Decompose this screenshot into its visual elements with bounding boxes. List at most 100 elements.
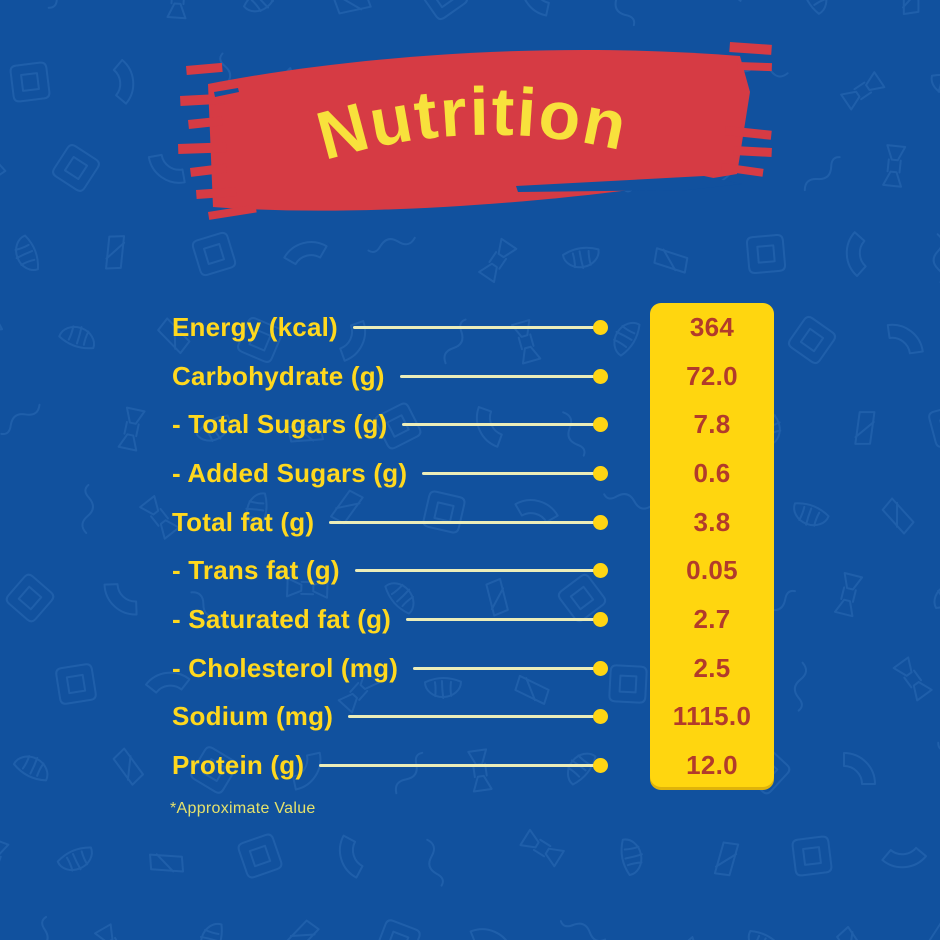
pasta-shape-icon — [242, 0, 276, 13]
pasta-shape-icon — [0, 312, 4, 350]
pasta-shape-icon — [882, 144, 907, 188]
pasta-shape-icon — [928, 404, 940, 448]
nutrient-value: 0.05 — [686, 555, 738, 586]
leader-line — [352, 325, 595, 329]
nutrition-row: Sodium (mg) — [172, 693, 608, 742]
pasta-shape-icon — [47, 0, 84, 9]
leader-dot-icon — [593, 417, 608, 433]
nutrient-value: 7.8 — [693, 409, 731, 440]
pasta-shape-icon — [559, 920, 607, 940]
pasta-shape-icon — [613, 321, 641, 357]
pasta-shape-icon — [845, 231, 867, 278]
footnote: *Approximate Value — [170, 800, 316, 817]
nutrient-label: - Added Sugars (g) — [172, 457, 408, 488]
pasta-shape-icon — [520, 0, 550, 17]
pasta-shape-icon — [338, 834, 364, 879]
leader-line — [399, 374, 595, 378]
pasta-shape-icon — [843, 752, 876, 785]
nutrition-rows: Energy (kcal) Carbohydrate (g) - Total Sug… — [172, 303, 608, 790]
pasta-shape-icon — [519, 828, 565, 868]
pasta-shape-icon — [190, 591, 228, 626]
nutrient-label: Protein (g) — [172, 750, 305, 781]
nutrient-label: Sodium (mg) — [172, 701, 334, 732]
pasta-shape-icon — [337, 669, 380, 714]
pasta-shape-icon — [105, 235, 126, 270]
pasta-shape-icon — [745, 233, 787, 275]
pasta-shape-icon — [514, 499, 559, 524]
brushstroke-blue-streaks — [214, 88, 742, 192]
pasta-shape-icon — [283, 241, 328, 266]
nutrient-label: - Saturated fat (g) — [172, 604, 392, 635]
pasta-shape-icon — [117, 406, 146, 452]
pasta-shape-icon — [886, 323, 924, 355]
pasta-shape-icon — [514, 674, 550, 705]
pasta-shape-icon — [56, 846, 93, 872]
pasta-shape-icon — [0, 837, 10, 884]
pasta-shape-icon — [12, 755, 49, 782]
pasta-shape-icon — [166, 0, 190, 20]
nutrient-value: 3.8 — [693, 506, 731, 537]
leader-dot-icon — [593, 709, 608, 725]
pasta-shape-icon — [881, 497, 915, 535]
pasta-shape-icon — [469, 928, 513, 940]
title-banner-brushstroke: Nutrition — [178, 42, 772, 220]
pasta-shape-icon — [932, 233, 940, 284]
pasta-shape-icon — [791, 835, 833, 877]
pasta-shape-icon — [926, 918, 940, 940]
pasta-shape-icon — [394, 751, 424, 795]
pasta-shape-icon — [81, 483, 94, 534]
pasta-shape-icon — [803, 156, 841, 192]
pasta-shape-icon — [230, 667, 280, 680]
leader-dot-icon — [593, 660, 608, 676]
pasta-shape-icon — [283, 919, 320, 940]
pasta-shape-icon — [58, 325, 95, 350]
nutrition-row: - Saturated fat (g) — [172, 595, 608, 644]
nutrient-label: Total fat (g) — [172, 506, 315, 537]
pasta-shape-icon — [190, 746, 238, 794]
nutrient-value: 2.5 — [693, 652, 731, 683]
nutrient-value: 2.7 — [693, 604, 731, 635]
nutrition-row: - Total Sugars (g) — [172, 400, 608, 449]
pasta-shape-icon — [426, 838, 444, 887]
pasta-shape-icon — [787, 315, 837, 365]
leader-line — [406, 618, 595, 622]
leader-line — [319, 764, 595, 768]
pasta-shape-icon — [419, 0, 469, 21]
leader-dot-icon — [593, 514, 608, 530]
pasta-shape-icon — [833, 572, 864, 618]
nutrient-value: 0.6 — [693, 457, 731, 488]
leader-dot-icon — [593, 612, 608, 628]
nutrient-label: Energy (kcal) — [172, 311, 338, 342]
nutrition-row: Energy (kcal) — [172, 303, 608, 352]
pasta-shape-icon — [375, 919, 421, 940]
leader-line — [354, 569, 595, 573]
pasta-shape-icon — [510, 319, 542, 365]
pasta-shape-icon — [562, 411, 586, 457]
pasta-shape-icon — [608, 664, 648, 704]
pasta-shape-icon — [5, 573, 55, 623]
pasta-shape-icon — [149, 853, 185, 873]
leader-dot-icon — [593, 758, 608, 774]
pasta-shape-icon — [606, 0, 636, 27]
leader-line — [413, 666, 595, 670]
pasta-shape-icon — [199, 922, 223, 940]
pasta-shape-icon — [933, 582, 940, 609]
pasta-shape-icon — [620, 838, 643, 877]
nutrient-label: - Cholesterol (mg) — [172, 652, 399, 683]
pasta-shape-icon — [112, 58, 135, 105]
nutrition-row: - Cholesterol (mg) — [172, 644, 608, 693]
pasta-shape-icon — [836, 925, 867, 940]
pasta-shape-icon — [195, 414, 231, 442]
pasta-shape-icon — [603, 493, 652, 510]
pasta-shape-icon — [0, 490, 8, 534]
pasta-shape-icon — [94, 923, 132, 940]
pasta-shape-icon — [566, 752, 597, 786]
pasta-shape-icon — [112, 747, 145, 786]
pasta-shape-icon — [144, 671, 191, 694]
pasta-shape-icon — [937, 741, 940, 778]
pasta-shape-icon — [157, 317, 191, 355]
pasta-shape-icon — [14, 234, 39, 271]
pasta-shape-icon — [485, 577, 509, 617]
pasta-shape-icon — [0, 403, 41, 436]
